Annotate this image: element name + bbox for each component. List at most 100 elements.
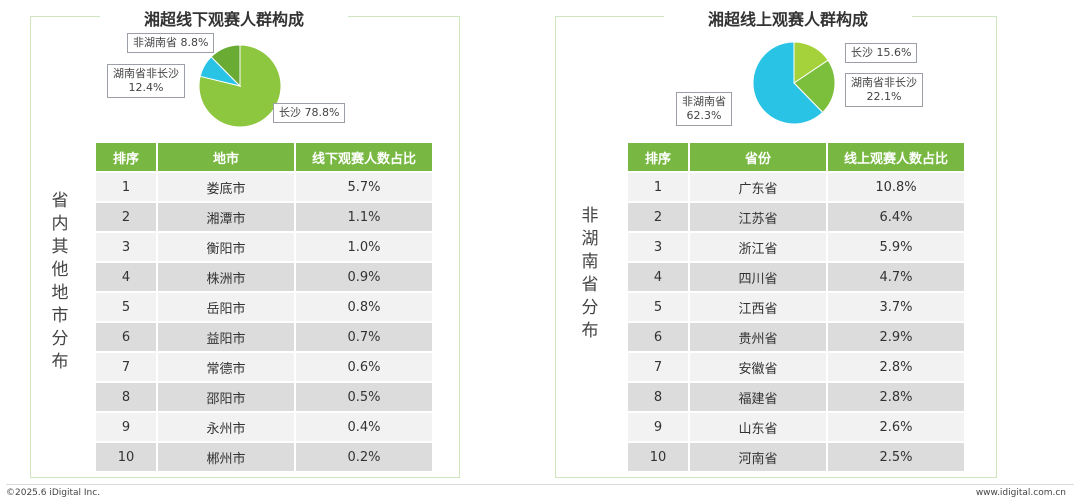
name-cell: 山东省 (688, 413, 826, 441)
footer-copyright: ©2025.6 iDigital Inc. (6, 488, 101, 498)
rank-cell: 7 (628, 353, 688, 381)
left-side-label: 省内其他地市分布 (51, 191, 69, 372)
name-cell: 衡阳市 (156, 233, 294, 261)
right-header-province: 省份 (688, 143, 826, 171)
left-callout-hunan-other-value: 12.4% (128, 81, 164, 94)
rank-cell: 4 (628, 263, 688, 291)
share-cell: 0.7% (294, 323, 432, 351)
table-row: 7 常德市 0.6% (96, 353, 432, 381)
right-side-label: 非湖南省分布 (581, 206, 599, 341)
right-callout-hunan-other-name: 湖南省非长沙 (851, 76, 917, 89)
right-pie-chart (752, 41, 836, 125)
name-cell: 贵州省 (688, 323, 826, 351)
table-row: 2 江苏省 6.4% (628, 203, 964, 231)
rank-cell: 6 (628, 323, 688, 351)
table-row: 5 江西省 3.7% (628, 293, 964, 321)
name-cell: 江苏省 (688, 203, 826, 231)
right-panel-title: 湘超线上观赛人群构成 (664, 6, 912, 30)
right-header-share: 线上观赛人数占比 (826, 143, 964, 171)
rank-cell: 2 (96, 203, 156, 231)
name-cell: 株洲市 (156, 263, 294, 291)
footer-divider (6, 484, 1074, 485)
rank-cell: 8 (628, 383, 688, 411)
share-cell: 3.7% (826, 293, 964, 321)
rank-cell: 10 (628, 443, 688, 471)
share-cell: 0.2% (294, 443, 432, 471)
share-cell: 2.9% (826, 323, 964, 351)
left-ranking-table: 排序 地市 线下观赛人数占比 1 娄底市 5.7% 2 湘潭市 1.1% 3 衡阳市 1.0% 4… (96, 141, 432, 473)
rank-cell: 1 (628, 173, 688, 201)
right-table-header-row: 排序 省份 线上观赛人数占比 (628, 143, 964, 171)
right-callout-non-hunan-value: 62.3% (686, 109, 722, 122)
left-header-share: 线下观赛人数占比 (294, 143, 432, 171)
rank-cell: 9 (96, 413, 156, 441)
right-callout-hunan-other: 湖南省非长沙 22.1% (845, 73, 923, 107)
table-row: 7 安徽省 2.8% (628, 353, 964, 381)
table-row: 6 贵州省 2.9% (628, 323, 964, 351)
rank-cell: 10 (96, 443, 156, 471)
share-cell: 1.1% (294, 203, 432, 231)
table-row: 10 河南省 2.5% (628, 443, 964, 471)
left-callout-hunan-other: 湖南省非长沙 12.4% (107, 64, 185, 98)
right-callout-hunan-other-value: 22.1% (866, 90, 902, 103)
name-cell: 益阳市 (156, 323, 294, 351)
table-row: 1 广东省 10.8% (628, 173, 964, 201)
name-cell: 郴州市 (156, 443, 294, 471)
footer-website: www.idigital.com.cn (975, 488, 1066, 498)
share-cell: 10.8% (826, 173, 964, 201)
rank-cell: 3 (628, 233, 688, 261)
name-cell: 四川省 (688, 263, 826, 291)
right-callout-changsha: 长沙 15.6% (845, 43, 918, 63)
pie-slice (198, 44, 282, 128)
rank-cell: 5 (96, 293, 156, 321)
rank-cell: 5 (628, 293, 688, 321)
name-cell: 浙江省 (688, 233, 826, 261)
table-row: 4 株洲市 0.9% (96, 263, 432, 291)
name-cell: 永州市 (156, 413, 294, 441)
left-panel-title: 湘超线下观赛人群构成 (100, 6, 348, 30)
share-cell: 2.6% (826, 413, 964, 441)
left-callout-hunan-other-name: 湖南省非长沙 (113, 67, 179, 80)
share-cell: 0.9% (294, 263, 432, 291)
right-ranking-table: 排序 省份 线上观赛人数占比 1 广东省 10.8% 2 江苏省 6.4% 3 浙江省 5.9%… (628, 141, 964, 473)
table-row: 8 福建省 2.8% (628, 383, 964, 411)
table-row: 3 浙江省 5.9% (628, 233, 964, 261)
left-pie-chart (198, 44, 282, 128)
left-callout-non-hunan: 非湖南省 8.8% (127, 33, 215, 53)
share-cell: 6.4% (826, 203, 964, 231)
name-cell: 岳阳市 (156, 293, 294, 321)
table-row: 2 湘潭市 1.1% (96, 203, 432, 231)
table-row: 1 娄底市 5.7% (96, 173, 432, 201)
left-header-rank: 排序 (96, 143, 156, 171)
pie-slice (793, 59, 836, 114)
share-cell: 2.8% (826, 383, 964, 411)
share-cell: 2.8% (826, 353, 964, 381)
table-row: 9 永州市 0.4% (96, 413, 432, 441)
share-cell: 0.5% (294, 383, 432, 411)
table-row: 4 四川省 4.7% (628, 263, 964, 291)
rank-cell: 9 (628, 413, 688, 441)
share-cell: 0.4% (294, 413, 432, 441)
table-row: 10 郴州市 0.2% (96, 443, 432, 471)
share-cell: 1.0% (294, 233, 432, 261)
rank-cell: 3 (96, 233, 156, 261)
name-cell: 安徽省 (688, 353, 826, 381)
share-cell: 2.5% (826, 443, 964, 471)
left-table-header-row: 排序 地市 线下观赛人数占比 (96, 143, 432, 171)
name-cell: 邵阳市 (156, 383, 294, 411)
share-cell: 0.6% (294, 353, 432, 381)
table-row: 9 山东省 2.6% (628, 413, 964, 441)
name-cell: 河南省 (688, 443, 826, 471)
rank-cell: 7 (96, 353, 156, 381)
right-header-rank: 排序 (628, 143, 688, 171)
rank-cell: 8 (96, 383, 156, 411)
pie-slice (210, 44, 241, 88)
table-row: 8 邵阳市 0.5% (96, 383, 432, 411)
rank-cell: 1 (96, 173, 156, 201)
name-cell: 广东省 (688, 173, 826, 201)
right-callout-non-hunan: 非湖南省 62.3% (676, 92, 732, 126)
left-callout-changsha: 长沙 78.8% (273, 103, 346, 123)
rank-cell: 6 (96, 323, 156, 351)
share-cell: 0.8% (294, 293, 432, 321)
share-cell: 4.7% (826, 263, 964, 291)
